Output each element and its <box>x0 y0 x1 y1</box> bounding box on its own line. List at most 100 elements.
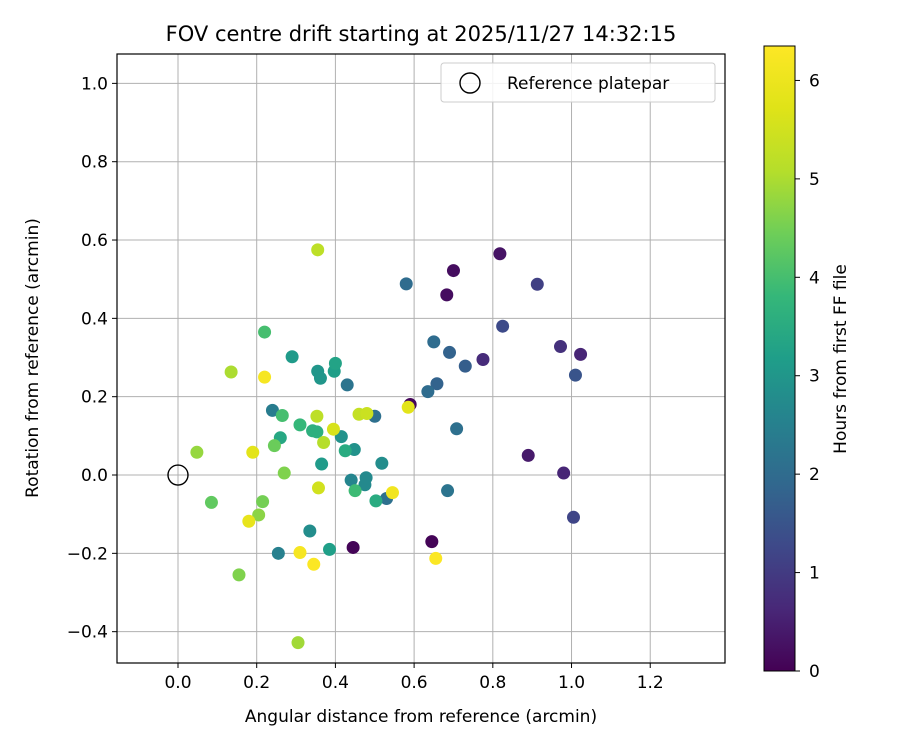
y-tick-label: 1.0 <box>81 74 108 94</box>
x-tick-label: 0.0 <box>164 673 191 693</box>
x-tick-label: 0.8 <box>479 673 506 693</box>
data-point <box>340 378 354 392</box>
data-point <box>346 540 360 554</box>
data-point <box>307 557 321 571</box>
legend-box <box>440 62 716 103</box>
data-point <box>224 365 238 379</box>
chart-title: FOV centre drift starting at 2025/11/27 … <box>166 22 677 46</box>
x-axis-label: Angular distance from reference (arcmin) <box>245 707 597 727</box>
data-point <box>265 403 279 417</box>
data-point <box>275 408 289 422</box>
grid-lines <box>117 54 725 663</box>
data-point <box>566 510 580 524</box>
data-point <box>317 436 331 450</box>
data-point <box>385 486 399 500</box>
data-points <box>190 243 588 650</box>
data-point <box>204 495 218 509</box>
y-tick-label: 0.2 <box>81 388 108 408</box>
y-tick-label: 0.8 <box>81 153 108 173</box>
data-point <box>252 508 266 522</box>
colorbar: 0 1 2 3 4 5 6 Hours from first FF file <box>763 45 851 682</box>
data-point <box>425 535 439 549</box>
colorbar-tick-label: 2 <box>809 465 820 485</box>
data-point <box>348 484 362 498</box>
data-point <box>328 356 342 370</box>
legend-reference-marker <box>459 72 481 94</box>
data-point <box>441 484 455 498</box>
data-point <box>360 407 374 421</box>
data-point <box>258 325 272 339</box>
data-point <box>293 418 307 432</box>
data-point <box>315 457 329 471</box>
colorbar-tick-label: 0 <box>809 662 820 682</box>
data-point <box>303 524 317 538</box>
legend: Reference platepar <box>440 62 716 103</box>
reference-platepar-marker <box>167 464 189 486</box>
data-point <box>476 352 490 366</box>
x-tick-label: 0.2 <box>243 673 270 693</box>
y-tick-label: 0.6 <box>81 231 108 251</box>
data-point <box>277 466 291 480</box>
data-point <box>313 371 327 385</box>
data-point <box>375 456 389 470</box>
y-tick-label: −0.4 <box>67 623 108 643</box>
y-axis: −0.4 −0.2 0.0 0.2 0.4 0.6 0.8 1.0 <box>67 74 117 643</box>
colorbar-gradient <box>763 45 796 672</box>
x-tick-label: 1.2 <box>637 673 664 693</box>
reference-marker-layer <box>167 464 189 486</box>
x-axis: 0.0 0.2 0.4 0.6 0.8 1.0 1.2 <box>164 663 664 693</box>
data-point <box>458 359 472 373</box>
data-point <box>359 471 373 485</box>
colorbar-tick-label: 3 <box>809 367 820 387</box>
x-tick-label: 0.4 <box>322 673 349 693</box>
data-point <box>242 514 256 528</box>
y-tick-label: 0.0 <box>81 466 108 486</box>
data-point <box>440 288 454 302</box>
colorbar-tick-label: 1 <box>809 564 820 584</box>
data-point <box>311 481 325 495</box>
colorbar-tick-label: 4 <box>809 268 820 288</box>
data-point <box>443 345 457 359</box>
data-point <box>421 385 435 399</box>
colorbar-tick-label: 5 <box>809 170 820 190</box>
data-point <box>401 400 415 414</box>
data-point <box>496 319 510 333</box>
data-point <box>190 445 204 459</box>
legend-reference-label: Reference platepar <box>507 74 669 94</box>
colorbar-label: Hours from first FF file <box>831 264 851 454</box>
data-point <box>521 448 535 462</box>
data-point <box>369 494 383 508</box>
data-point <box>271 546 285 560</box>
data-point <box>285 350 299 364</box>
data-point <box>493 247 507 261</box>
plot-frame <box>116 53 726 664</box>
y-axis-label: Rotation from reference (arcmin) <box>23 218 43 498</box>
data-point <box>450 422 464 436</box>
y-tick-label: 0.4 <box>81 309 108 329</box>
data-point <box>258 370 272 384</box>
data-point <box>338 444 352 458</box>
data-point <box>293 546 307 560</box>
data-point <box>291 636 305 650</box>
data-point <box>246 445 260 459</box>
data-point <box>446 264 460 278</box>
data-point <box>310 409 324 423</box>
data-point <box>574 347 588 361</box>
data-point <box>554 340 568 354</box>
x-tick-label: 1.0 <box>558 673 585 693</box>
data-point <box>430 377 444 391</box>
data-point <box>267 439 281 453</box>
data-point <box>232 568 246 582</box>
data-point <box>256 495 270 509</box>
data-point <box>427 335 441 349</box>
data-point <box>429 551 443 565</box>
y-tick-label: −0.2 <box>67 544 108 564</box>
data-point <box>568 368 582 382</box>
data-point <box>311 243 325 257</box>
data-point <box>344 473 358 487</box>
data-point <box>557 466 571 480</box>
data-point <box>530 277 544 291</box>
data-point <box>399 277 413 291</box>
colorbar-ticks: 0 1 2 3 4 5 6 <box>795 71 820 682</box>
